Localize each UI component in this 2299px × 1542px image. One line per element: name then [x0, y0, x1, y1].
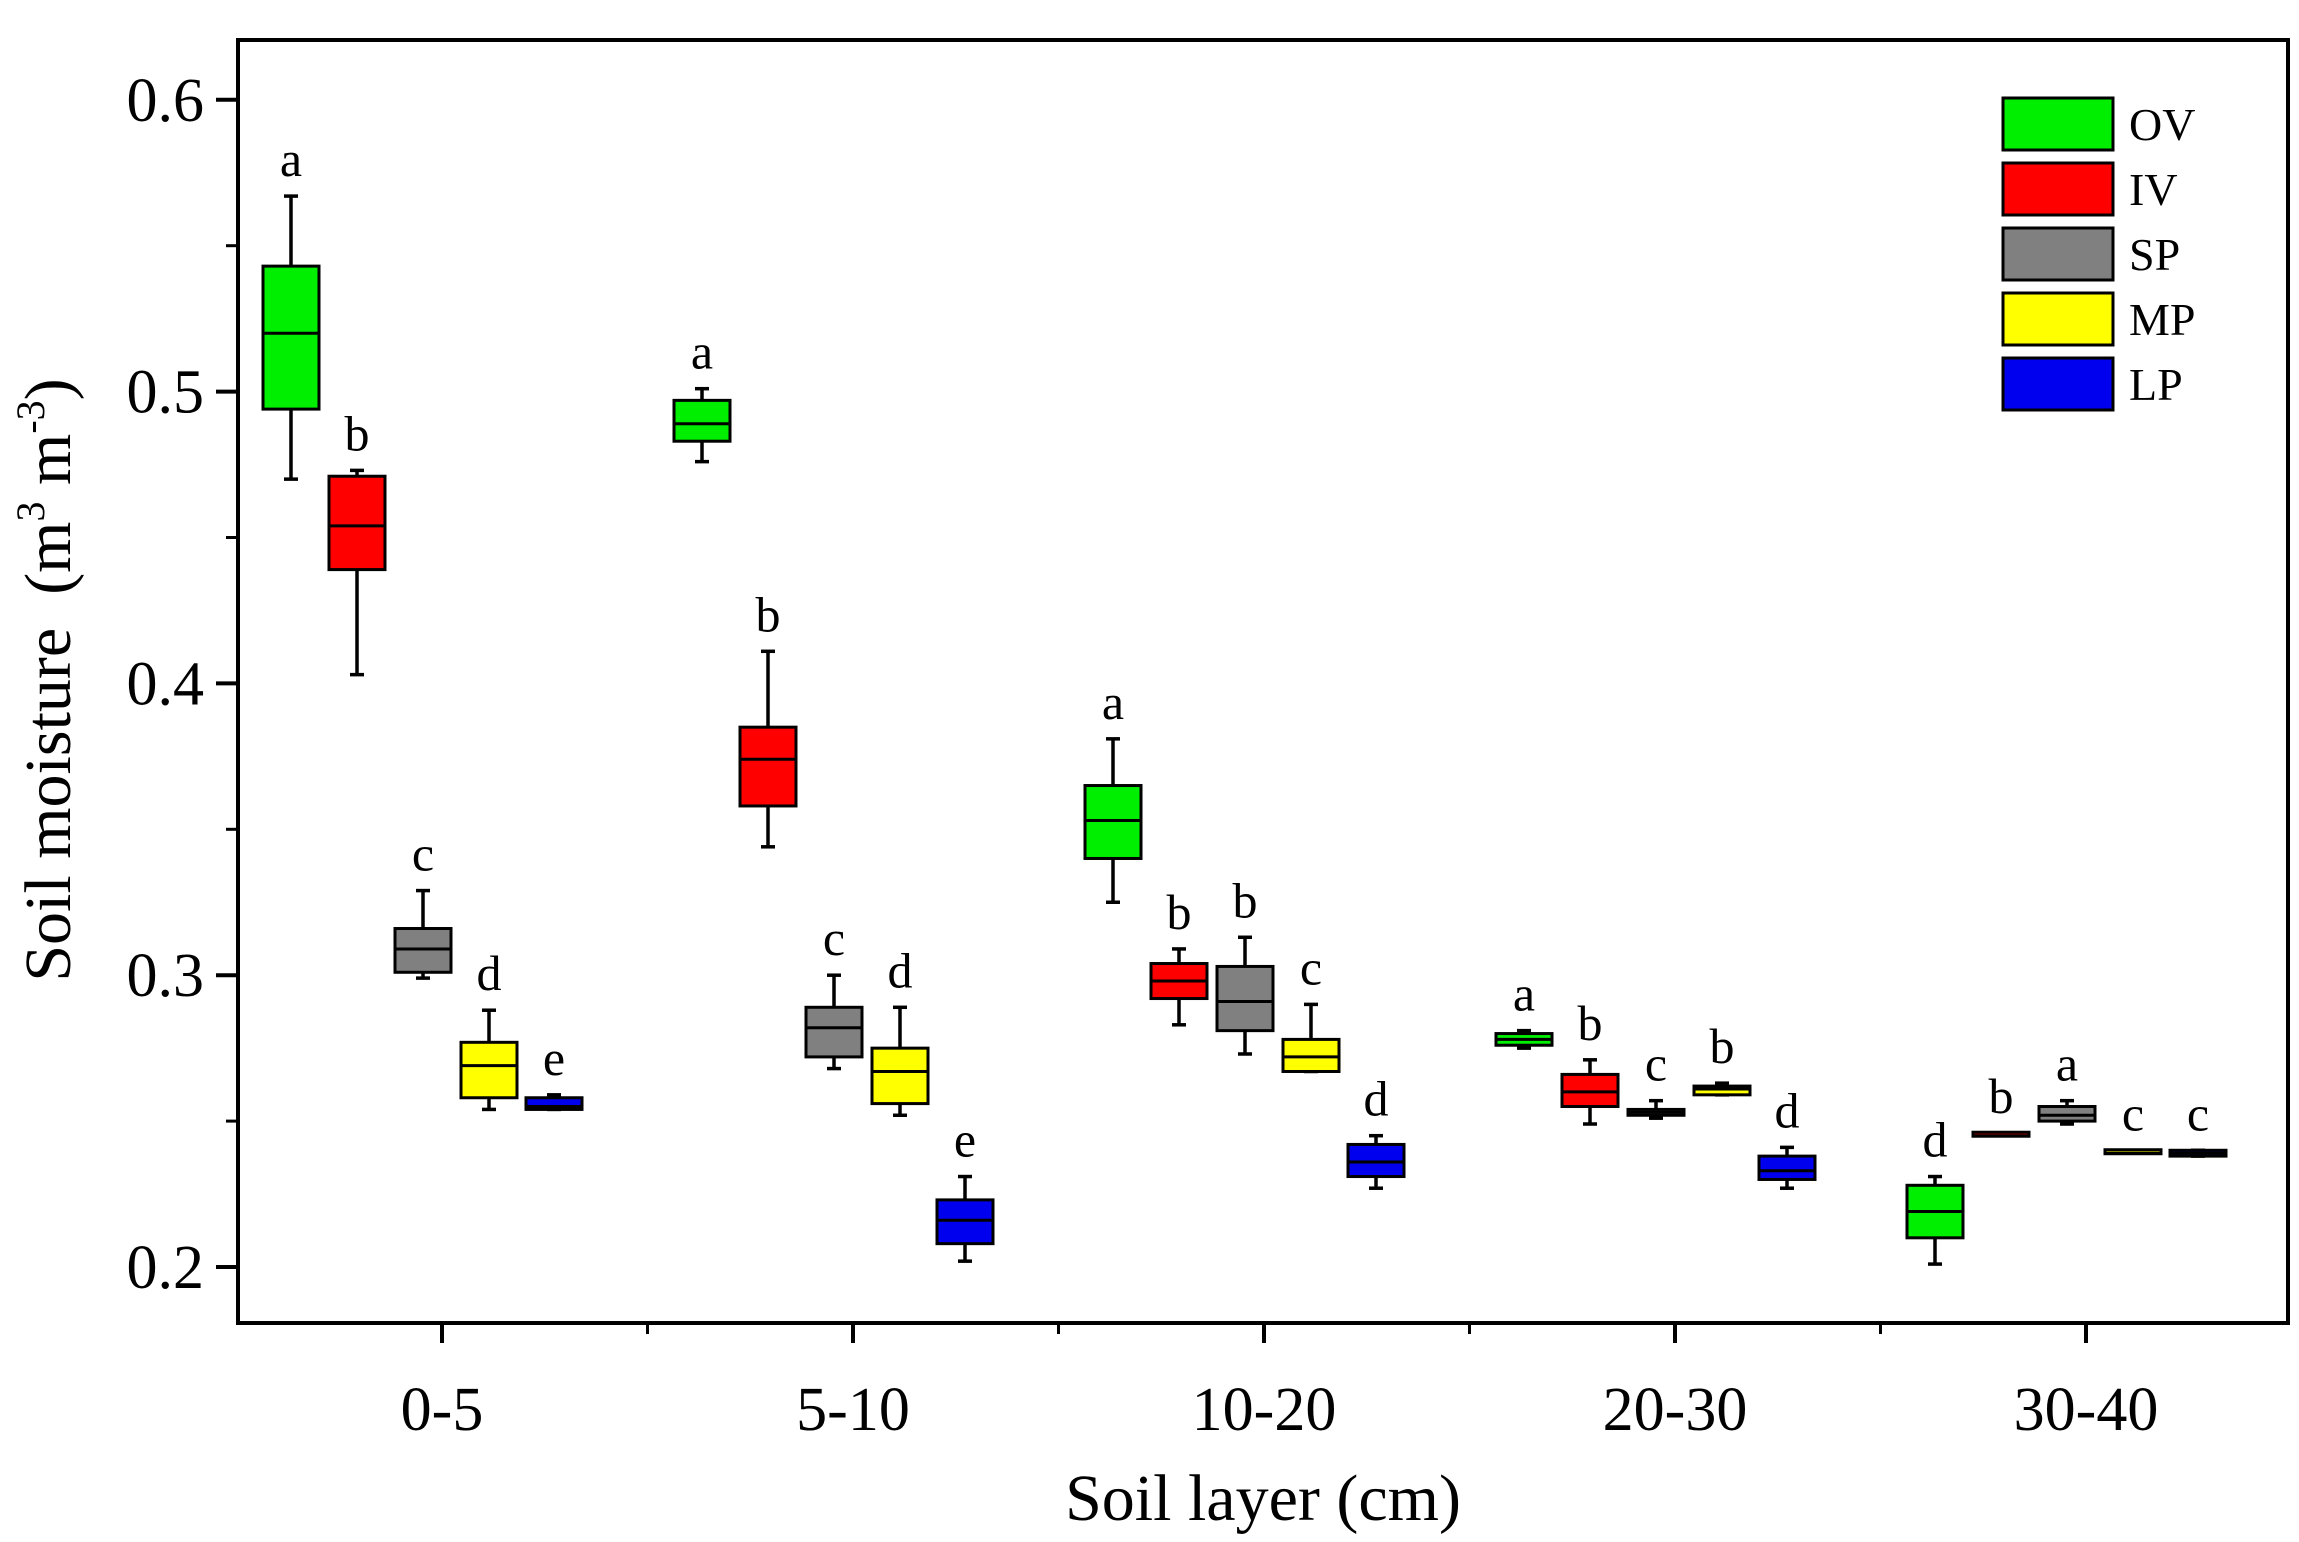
box-MP-10-20: c — [1281, 939, 1341, 1074]
significance-label: a — [280, 131, 302, 187]
legend-label: IV — [2129, 164, 2178, 215]
significance-label: e — [543, 1030, 565, 1086]
legend-item-SP: SP — [2001, 226, 2180, 282]
x-tick-label: 5-10 — [796, 1376, 910, 1444]
box-SP-20-30: c — [1626, 1036, 1686, 1120]
y-axis-title-main: Soil moisture (m — [12, 521, 85, 981]
significance-label: a — [2056, 1036, 2078, 1092]
legend-swatch — [2001, 161, 2115, 217]
box-body — [459, 1040, 519, 1100]
box-IV-10-20: b — [1149, 884, 1209, 1027]
box-body — [870, 1046, 930, 1106]
box-OV-10-20: a — [1083, 674, 1143, 904]
legend-item-MP: MP — [2001, 291, 2195, 347]
box-body — [1757, 1154, 1817, 1181]
box-IV-5-10: b — [738, 586, 798, 849]
y-tick-label: 0.2 — [127, 1234, 205, 1302]
box-body — [261, 264, 321, 411]
box-body — [804, 1005, 864, 1059]
y-axis-title-end: ) — [12, 378, 85, 400]
box-body — [327, 474, 387, 572]
box-body — [738, 725, 798, 808]
y-axis-title-sup2: -3 — [8, 400, 53, 433]
legend-label: MP — [2129, 294, 2195, 345]
significance-label: c — [1300, 939, 1322, 995]
box-SP-5-10: c — [804, 910, 864, 1071]
x-tick-label: 0-5 — [401, 1376, 484, 1444]
x-axis-title: Soil layer (cm) — [1065, 1462, 1461, 1535]
significance-label: c — [412, 826, 434, 882]
significance-label: c — [2187, 1085, 2209, 1141]
box-SP-0-5: c — [393, 826, 453, 980]
y-tick-label: 0.3 — [127, 942, 205, 1010]
significance-label: d — [1364, 1071, 1389, 1127]
significance-label: c — [2122, 1085, 2144, 1141]
significance-label: d — [1923, 1112, 1948, 1168]
plot-frame — [236, 38, 2290, 1325]
significance-label: b — [1578, 995, 1603, 1051]
box-SP-10-20: b — [1215, 872, 1275, 1056]
significance-label: b — [345, 405, 370, 461]
significance-label: b — [756, 586, 781, 642]
box-IV-0-5: b — [327, 405, 387, 677]
legend-item-IV: IV — [2001, 161, 2178, 217]
x-tick-label: 20-30 — [1603, 1376, 1748, 1444]
x-tick-label: 30-40 — [2014, 1376, 2159, 1444]
y-axis-title: Soil moisture (m3 m-3) — [8, 378, 85, 981]
box-MP-20-30: b — [1692, 1018, 1752, 1097]
legend-label: SP — [2129, 229, 2180, 280]
box-LP-5-10: e — [935, 1112, 995, 1263]
box-LP-10-20: d — [1346, 1071, 1406, 1190]
y-axis-title-mid: m — [12, 434, 85, 502]
box-OV-5-10: a — [672, 324, 732, 464]
y-axis: 0.2 0.3 0.4 0.5 0.6 — [127, 67, 238, 1302]
x-axis: 0-5 5-10 10-20 20-30 30-40 — [401, 1323, 2159, 1444]
significance-label: c — [823, 910, 845, 966]
legend-swatch — [2001, 291, 2115, 347]
significance-label: e — [954, 1112, 976, 1168]
significance-label: d — [1775, 1082, 1800, 1138]
y-axis-title-sup1: 3 — [8, 501, 53, 521]
box-MP-30-40: c — [2103, 1085, 2163, 1156]
box-MP-5-10: d — [870, 942, 930, 1118]
box-body — [672, 398, 732, 443]
box-IV-20-30: b — [1560, 995, 1620, 1126]
significance-label: a — [691, 324, 713, 380]
y-tick-label: 0.6 — [127, 67, 205, 135]
legend-item-LP: LP — [2001, 356, 2183, 412]
legend: OV IV SP MP LP — [2001, 96, 2195, 412]
legend-swatch — [2001, 226, 2115, 282]
legend-swatch — [2001, 356, 2115, 412]
box-SP-30-40: a — [2037, 1036, 2097, 1126]
box-MP-0-5: d — [459, 945, 519, 1112]
significance-label: b — [1710, 1018, 1735, 1074]
x-tick-label: 10-20 — [1192, 1376, 1337, 1444]
box-body — [1215, 964, 1275, 1033]
significance-label: d — [477, 945, 502, 1001]
box-LP-30-40: c — [2168, 1085, 2228, 1158]
significance-label: a — [1513, 966, 1535, 1022]
legend-label: LP — [2129, 359, 2183, 410]
significance-label: b — [1167, 884, 1192, 940]
box-OV-0-5: a — [261, 131, 321, 481]
legend-item-OV: OV — [2001, 96, 2195, 152]
box-OV-30-40: d — [1905, 1112, 1965, 1266]
legend-label: OV — [2129, 99, 2195, 150]
significance-label: a — [1102, 674, 1124, 730]
significance-label: d — [888, 942, 913, 998]
significance-label: c — [1645, 1036, 1667, 1092]
box-body — [524, 1096, 584, 1111]
box-IV-30-40: b — [1971, 1068, 2031, 1138]
box-LP-20-30: d — [1757, 1082, 1817, 1190]
significance-label: b — [1989, 1068, 2014, 1124]
significance-label: b — [1233, 872, 1258, 928]
box-LP-0-5: e — [524, 1030, 584, 1112]
legend-swatch — [2001, 96, 2115, 152]
y-tick-label: 0.5 — [127, 359, 205, 427]
box-OV-20-30: a — [1494, 966, 1554, 1050]
y-tick-label: 0.4 — [127, 650, 205, 718]
